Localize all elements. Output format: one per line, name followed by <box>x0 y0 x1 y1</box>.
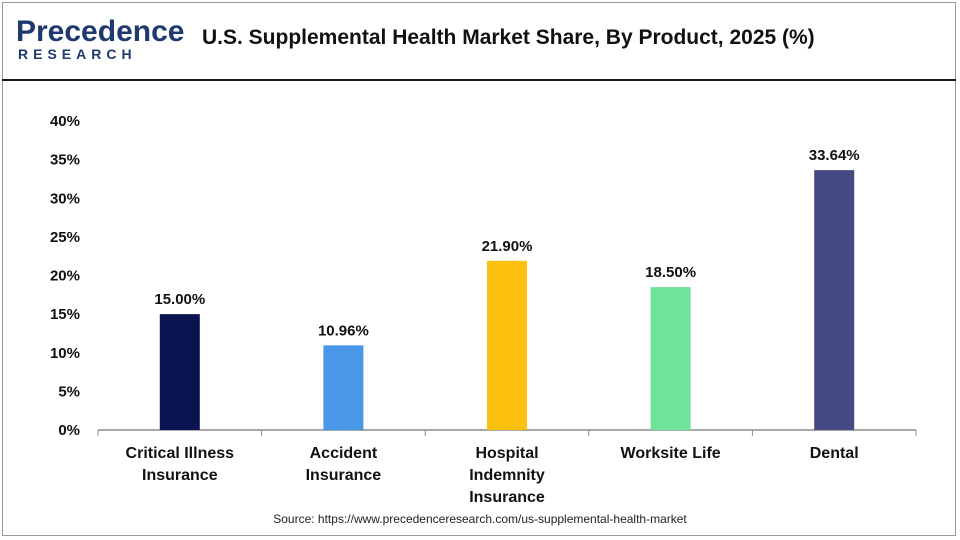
y-tick-label: 0% <box>58 422 80 439</box>
data-label: 18.50% <box>645 264 696 281</box>
chart-title: U.S. Supplemental Health Market Share, B… <box>202 26 815 49</box>
bar <box>159 314 200 430</box>
logo-subtext: RESEARCH <box>18 46 137 62</box>
x-tick-label: Worksite Life <box>621 445 721 462</box>
x-tick-label: Accident <box>310 445 378 462</box>
x-tick-label: Insurance <box>306 467 382 484</box>
header: Precedence RESEARCH U.S. Supplemental He… <box>2 2 956 81</box>
y-tick-label: 15% <box>50 306 80 323</box>
y-tick-label: 40% <box>50 113 80 130</box>
y-tick-label: 30% <box>50 190 80 207</box>
precedence-research-logo: Precedence RESEARCH <box>16 16 184 66</box>
bar <box>650 287 691 430</box>
y-tick-label: 10% <box>50 345 80 362</box>
bar <box>323 345 364 430</box>
data-label: 21.90% <box>482 238 533 255</box>
x-tick-label: Dental <box>810 445 859 462</box>
data-label: 15.00% <box>154 291 205 308</box>
y-tick-label: 35% <box>50 152 80 169</box>
logo-wordmark: Precedence <box>16 15 185 48</box>
x-tick-label: Critical Illness <box>126 445 235 462</box>
x-tick-label: Insurance <box>469 489 545 506</box>
source-note: Source: https://www.precedenceresearch.c… <box>273 512 687 526</box>
x-tick-label: Hospital <box>475 445 538 462</box>
data-label: 10.96% <box>318 322 369 339</box>
y-tick-label: 25% <box>50 229 80 246</box>
x-tick-label: Indemnity <box>469 467 545 484</box>
bar <box>487 260 527 430</box>
y-tick-label: 5% <box>58 383 80 400</box>
x-tick-label: Insurance <box>142 467 218 484</box>
y-tick-label: 20% <box>50 268 80 285</box>
bar <box>814 170 855 431</box>
data-label: 33.64% <box>809 147 860 164</box>
